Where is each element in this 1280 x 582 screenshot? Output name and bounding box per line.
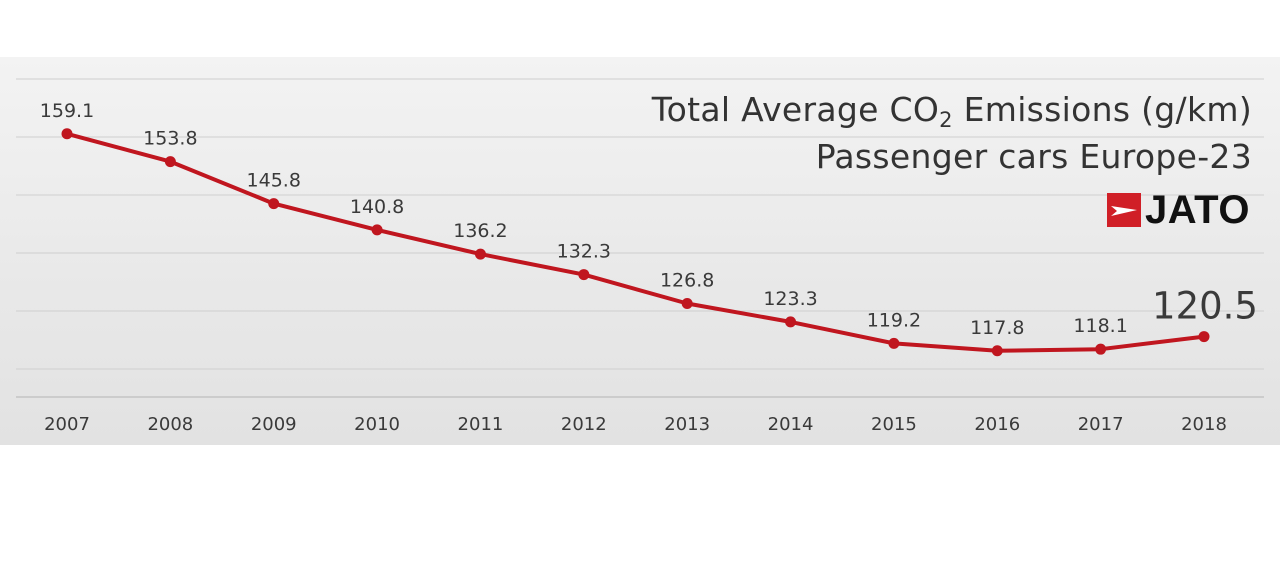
data-label: 153.8 xyxy=(143,128,197,150)
data-label: 140.8 xyxy=(350,196,404,218)
x-tick-label: 2018 xyxy=(1181,414,1227,435)
grid-lines xyxy=(16,78,1264,370)
data-label: 159.1 xyxy=(40,100,94,122)
data-point xyxy=(991,345,1003,357)
series-line-group xyxy=(65,131,1206,353)
x-tick-label: 2008 xyxy=(147,414,193,435)
x-tick-label: 2007 xyxy=(44,414,90,435)
data-point xyxy=(371,224,383,236)
data-point xyxy=(1095,343,1107,355)
jato-arrow-icon xyxy=(1107,193,1141,227)
x-tick-label: 2013 xyxy=(664,414,710,435)
brand-name: JATO xyxy=(1145,188,1250,232)
x-tick-label: 2016 xyxy=(974,414,1020,435)
chart-title-subscript: 2 xyxy=(939,108,953,132)
x-tick-label: 2015 xyxy=(871,414,917,435)
x-tick-label: 2017 xyxy=(1078,414,1124,435)
data-label: 145.8 xyxy=(247,170,301,192)
x-tick-label: 2010 xyxy=(354,414,400,435)
data-label: 119.2 xyxy=(867,309,921,331)
data-label: 118.1 xyxy=(1073,315,1127,337)
data-point xyxy=(61,128,73,140)
data-label: 136.2 xyxy=(453,220,507,242)
data-point xyxy=(474,248,486,260)
series-line xyxy=(65,131,1206,353)
data-labels: 159.1 153.8 145.8 140.8 136.2 132.3 126.8 123.3… xyxy=(40,100,1258,339)
chart-title: Total Average CO2 Emissions (g/km) xyxy=(651,90,1252,132)
data-label: 123.3 xyxy=(763,288,817,310)
x-tick-label: 2014 xyxy=(768,414,814,435)
brand-mark-arrow xyxy=(1111,206,1137,216)
data-label: 132.3 xyxy=(557,241,611,263)
chart-subtitle: Passenger cars Europe-23 xyxy=(815,137,1252,176)
line-chart: 159.1 153.8 145.8 140.8 136.2 132.3 126.8 123.3… xyxy=(16,78,1264,435)
data-point xyxy=(681,297,693,309)
data-point xyxy=(888,337,900,349)
data-label: 120.5 xyxy=(1152,285,1258,328)
x-tick-labels: 2007 2008 2009 2010 2011 2012 2013 2014 2015 2016… xyxy=(44,414,1227,435)
data-label: 117.8 xyxy=(970,317,1024,339)
data-point xyxy=(1198,331,1210,343)
chart-title-prefix: Total Average CO xyxy=(651,90,940,129)
data-label: 126.8 xyxy=(660,269,714,291)
chart-panel: 159.1 153.8 145.8 140.8 136.2 132.3 126.8 123.3… xyxy=(0,57,1280,445)
brand-logo: JATO xyxy=(1107,188,1250,232)
chart-title-suffix: Emissions (g/km) xyxy=(952,90,1252,129)
x-tick-label: 2011 xyxy=(458,414,504,435)
data-point xyxy=(785,316,797,328)
data-markers xyxy=(61,128,1210,357)
data-point xyxy=(268,198,280,210)
data-point xyxy=(578,269,590,281)
data-point xyxy=(164,156,176,168)
x-tick-label: 2009 xyxy=(251,414,297,435)
x-tick-label: 2012 xyxy=(561,414,607,435)
